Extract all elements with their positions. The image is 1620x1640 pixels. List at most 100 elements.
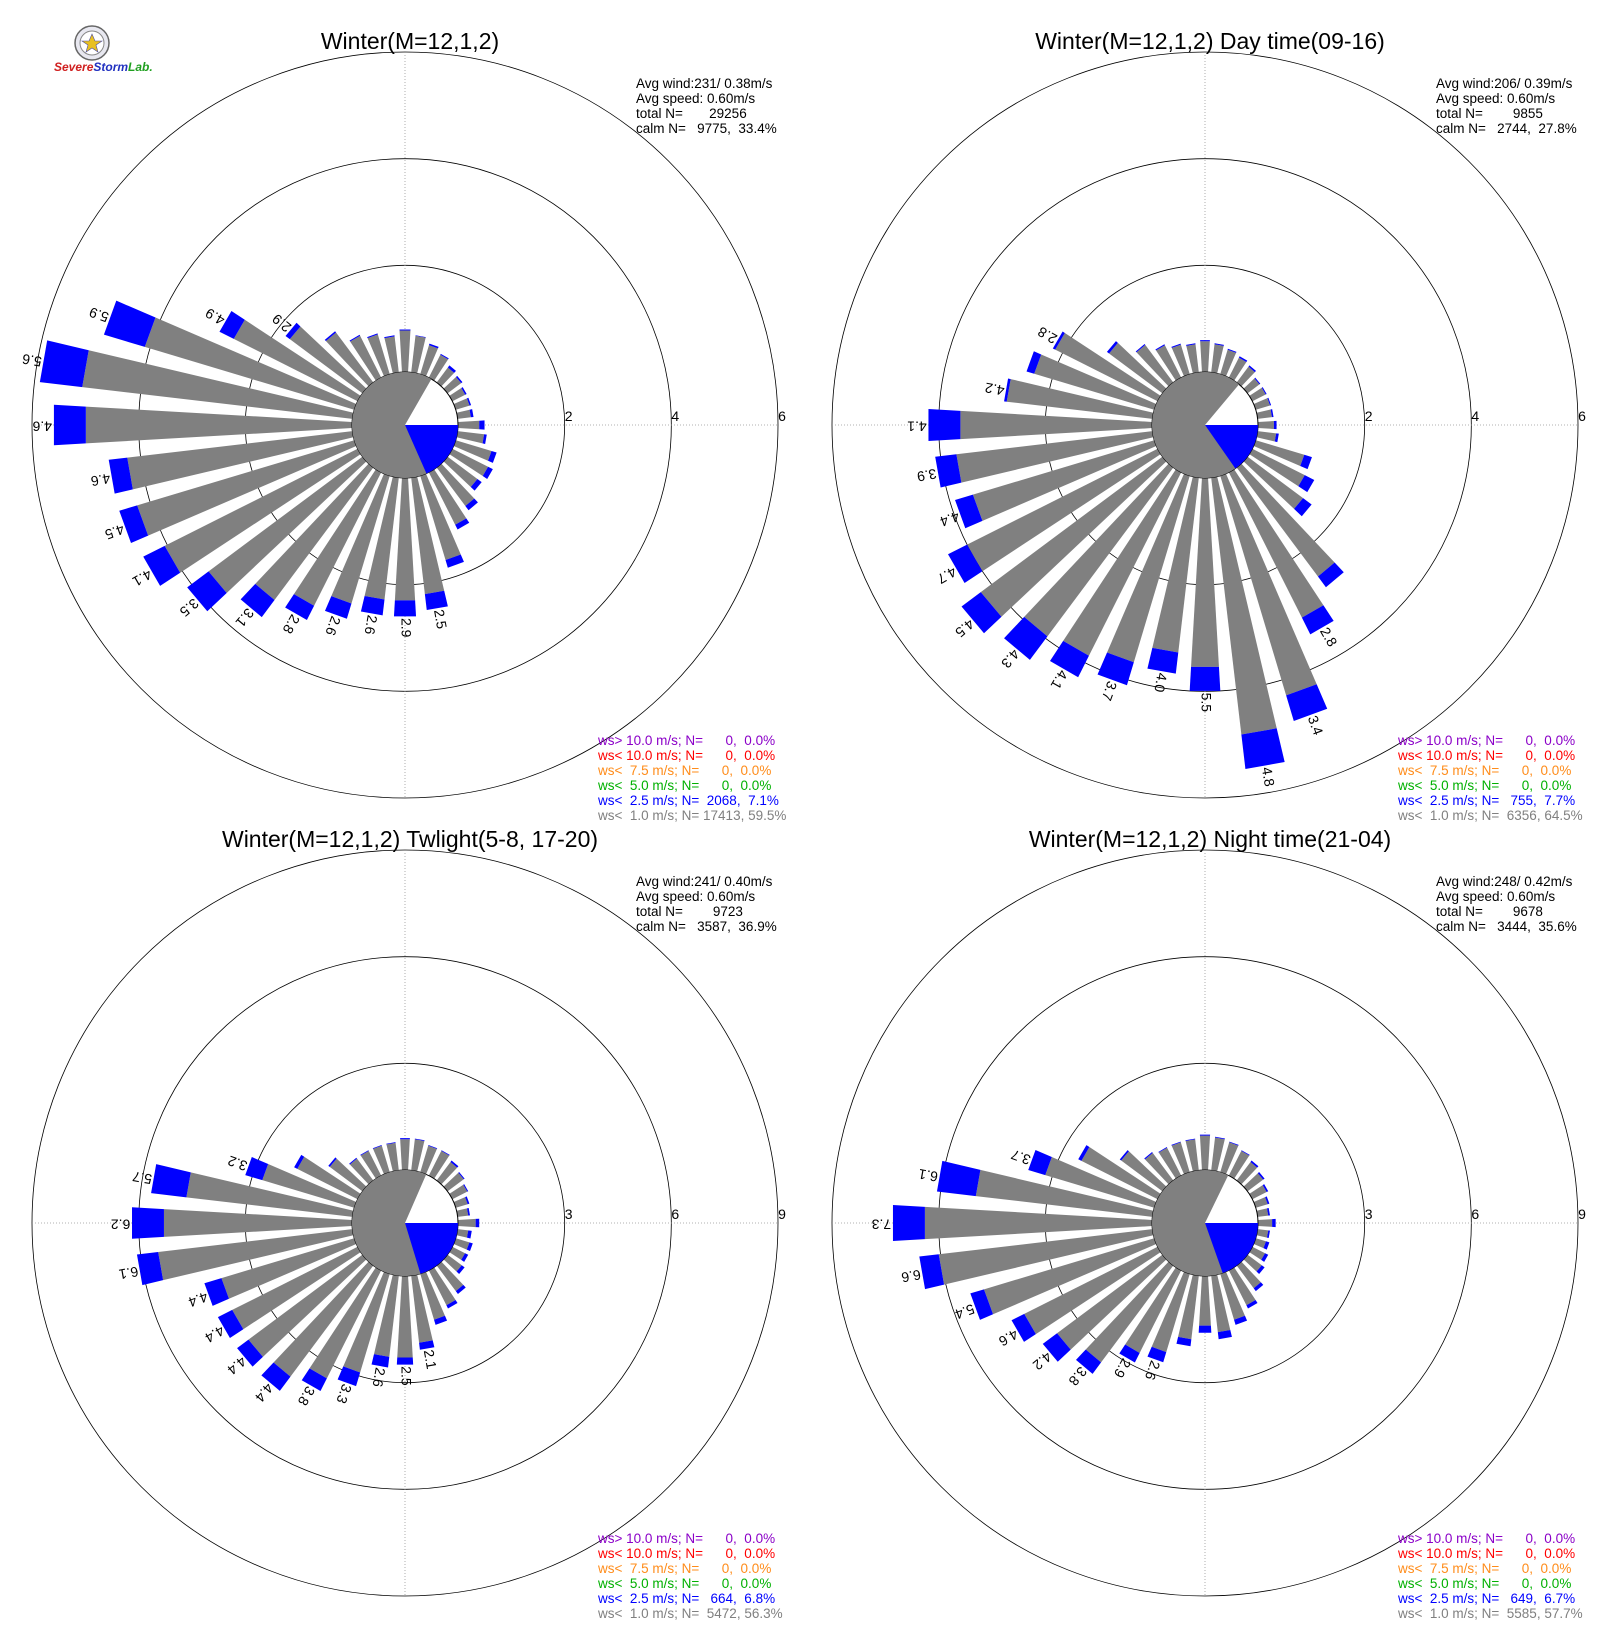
wind-bar-low-speed [441, 1150, 450, 1156]
bar-value-label: 3.2 [225, 1153, 249, 1175]
stats-line: Avg wind:231/ 0.38m/s [636, 76, 773, 91]
wind-bar-calm-speed [1125, 1267, 1182, 1353]
ring-label: 6 [671, 1206, 679, 1222]
wind-bar-low-speed [119, 505, 149, 543]
wind-bar-low-speed [1227, 348, 1237, 353]
wind-bar-calm-speed [420, 345, 438, 377]
bar-value-label: 3.3 [333, 1382, 355, 1406]
wind-bar-low-speed [1147, 647, 1179, 674]
panel-title: Winter(M=12,1,2) Day time(09-16) [1035, 28, 1385, 54]
legend-entry: ws< 5.0 m/s; N= 0, 0.0% [598, 1576, 772, 1591]
wind-bar-calm-speed [364, 476, 399, 600]
wind-bar-low-speed [1052, 331, 1065, 350]
panel-title: Winter(M=12,1,2) Night time(21-04) [1028, 826, 1392, 852]
ring-label: 6 [1578, 408, 1586, 424]
wind-bar-low-speed [1158, 1147, 1168, 1153]
wind-bar-low-speed [1097, 652, 1134, 686]
wind-bar-calm-speed [1256, 1229, 1269, 1238]
wind-bar-calm-speed [1211, 476, 1277, 735]
wind-bar-low-speed [103, 300, 156, 347]
wind-bar-low-speed [1273, 420, 1277, 430]
bar-value-label: 2.6 [1142, 1359, 1164, 1383]
wind-bar-low-speed [1049, 640, 1089, 678]
wind-bar-low-speed [396, 1357, 414, 1365]
wind-bar-low-speed [466, 1242, 473, 1251]
legend-entry: ws< 2.5 m/s; N= 664, 6.8% [598, 1591, 776, 1606]
stats-line: calm N= 3444, 35.6% [1436, 919, 1577, 934]
wind-rose-plot: 2 4 62.52.92.62.62.83.13.54.14.54.64.65.65… [21, 51, 786, 799]
stats-line: calm N= 3587, 36.9% [636, 919, 777, 934]
wind-bar-calm-speed [449, 1246, 466, 1260]
wind-bar-low-speed [919, 1254, 945, 1290]
wind-stats: Avg wind:206/ 0.39m/s Avg speed: 0.60m/s t… [1436, 76, 1577, 136]
wind-bar-calm-speed [1024, 463, 1174, 637]
wind-bar-calm-speed [443, 1254, 462, 1272]
wind-bar-calm-speed [428, 354, 449, 381]
wind-bar-calm-speed [349, 1158, 374, 1185]
stats-line: Avg speed: 0.60m/s [1436, 91, 1556, 106]
bar-value-label: 3.4 [1305, 713, 1327, 737]
wind-bar-calm-speed [428, 1267, 456, 1306]
wind-bar-low-speed [1263, 1241, 1270, 1250]
bar-value-label: 5.9 [87, 304, 111, 326]
wind-bar-low-speed [1028, 1150, 1052, 1176]
wind-bar-calm-speed [1085, 1261, 1174, 1363]
stats-line: total N= 9855 [1436, 106, 1543, 121]
wind-bar-calm-speed [1253, 398, 1271, 410]
bar-value-label: 4.0 [1151, 672, 1170, 694]
stats-line: Avg speed: 0.60m/s [636, 889, 756, 904]
wind-bar-low-speed [1171, 343, 1181, 348]
wind-bar-low-speed [1078, 1145, 1090, 1161]
wind-bar-calm-speed [1191, 477, 1219, 667]
wind-bar-calm-speed [1249, 1185, 1267, 1200]
legend-entry: ws> 10.0 m/s; N= 0, 0.0% [598, 1531, 776, 1546]
wind-bar-calm-speed [293, 469, 382, 606]
wind-bar-low-speed [399, 329, 411, 331]
bar-value-label: 5.5 [1198, 693, 1214, 713]
wind-bar-low-speed [1199, 1134, 1211, 1136]
wind-bar-low-speed [1238, 356, 1248, 362]
wind-bar-low-speed [261, 1362, 291, 1391]
wind-bar-calm-speed [1145, 1152, 1174, 1185]
wind-bar-low-speed [1272, 1218, 1276, 1228]
stats-line: Avg wind:206/ 0.39m/s [1436, 76, 1573, 91]
wind-bar-calm-speed [255, 463, 374, 601]
ring-label: 9 [778, 1206, 786, 1222]
wind-bar-low-speed [1214, 343, 1224, 346]
wind-bar-low-speed [1254, 377, 1261, 385]
wind-bar-low-speed [461, 387, 467, 395]
wind-bar-calm-speed [1257, 1219, 1273, 1227]
ring-label: 9 [1578, 1206, 1586, 1222]
wind-bar-calm-speed [1236, 463, 1335, 577]
legend-entry: ws< 7.5 m/s; N= 0, 0.0% [598, 763, 772, 778]
wind-bar-calm-speed [443, 1172, 464, 1192]
wind-bar-low-speed [1189, 666, 1221, 691]
wind-bar-calm-speed [411, 335, 426, 374]
wind-bar-calm-speed [1136, 344, 1174, 387]
wind-bar-low-speed [285, 594, 315, 621]
wind-bar-low-speed [360, 1150, 369, 1156]
ring-label: 2 [1365, 408, 1373, 424]
wind-bar-calm-speed [221, 1238, 357, 1299]
wind-bar-calm-speed [436, 1261, 464, 1292]
wind-bar-calm-speed [331, 473, 390, 604]
wind-bar-calm-speed [399, 330, 411, 373]
bar-value-label: 2.6 [322, 614, 344, 638]
wind-bar-calm-speed [208, 456, 367, 594]
legend-entry: ws< 1.0 m/s; N= 5472, 56.3% [598, 1606, 783, 1621]
wind-bar-low-speed [955, 494, 983, 529]
wind-bar-calm-speed [394, 477, 416, 601]
wind-bar-low-speed [1261, 1253, 1269, 1262]
wind-bar-low-speed [1155, 344, 1165, 351]
stats-line: Avg speed: 0.60m/s [636, 91, 756, 106]
wind-bar-low-speed [1246, 1299, 1258, 1309]
wind-bar-calm-speed [1152, 476, 1199, 653]
wind-bar-low-speed [132, 1207, 164, 1239]
wind-bar-calm-speed [85, 406, 353, 444]
wind-bar-calm-speed [1171, 344, 1190, 377]
wind-bar-calm-speed [1253, 1238, 1266, 1249]
wind-bar-calm-speed [1178, 1274, 1199, 1340]
wind-bar-calm-speed [1109, 342, 1167, 394]
wind-bar-low-speed [461, 1253, 469, 1262]
wind-bar-calm-speed [449, 388, 466, 402]
